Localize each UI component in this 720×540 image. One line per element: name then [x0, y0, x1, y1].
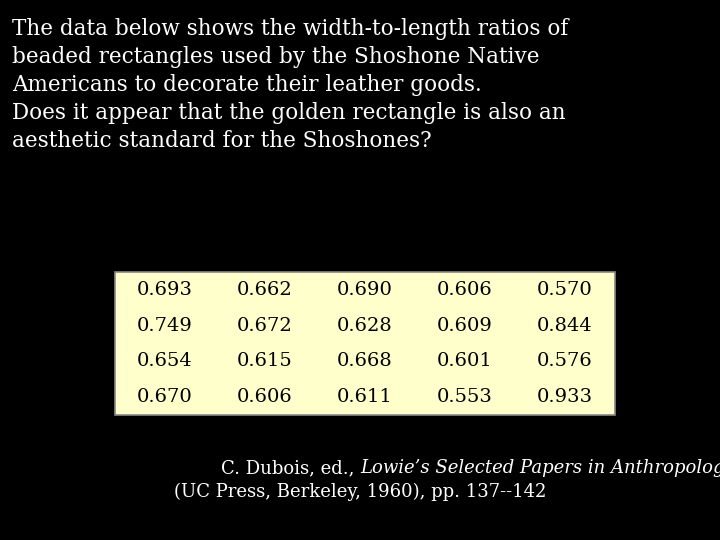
Text: 0.570: 0.570 [537, 281, 593, 299]
Text: Lowie’s Selected Papers in Anthropology: Lowie’s Selected Papers in Anthropology [360, 459, 720, 477]
Text: 0.668: 0.668 [337, 353, 393, 370]
Text: 0.606: 0.606 [237, 388, 293, 406]
Text: 0.628: 0.628 [337, 316, 393, 335]
Text: 0.662: 0.662 [237, 281, 293, 299]
Text: 0.654: 0.654 [137, 353, 193, 370]
Text: 0.611: 0.611 [337, 388, 393, 406]
Text: beaded rectangles used by the Shoshone Native: beaded rectangles used by the Shoshone N… [12, 46, 539, 68]
Text: 0.672: 0.672 [237, 316, 293, 335]
Text: 0.933: 0.933 [537, 388, 593, 406]
Text: 0.553: 0.553 [437, 388, 493, 406]
Text: 0.576: 0.576 [537, 353, 593, 370]
Text: Americans to decorate their leather goods.: Americans to decorate their leather good… [12, 74, 482, 96]
Text: (UC Press, Berkeley, 1960), pp. 137--142: (UC Press, Berkeley, 1960), pp. 137--142 [174, 483, 546, 501]
FancyBboxPatch shape [115, 272, 615, 415]
Text: 0.693: 0.693 [137, 281, 193, 299]
Text: 0.690: 0.690 [337, 281, 393, 299]
Text: The data below shows the width-to-length ratios of: The data below shows the width-to-length… [12, 18, 568, 40]
Text: 0.609: 0.609 [437, 316, 493, 335]
Text: 0.615: 0.615 [237, 353, 293, 370]
Text: C. Dubois, ed.,: C. Dubois, ed., [221, 459, 360, 477]
Text: 0.844: 0.844 [537, 316, 593, 335]
Text: 0.749: 0.749 [137, 316, 193, 335]
Text: aesthetic standard for the Shoshones?: aesthetic standard for the Shoshones? [12, 130, 431, 152]
Text: Does it appear that the golden rectangle is also an: Does it appear that the golden rectangle… [12, 102, 566, 124]
Text: 0.670: 0.670 [137, 388, 193, 406]
Text: 0.601: 0.601 [437, 353, 493, 370]
Text: 0.606: 0.606 [437, 281, 493, 299]
